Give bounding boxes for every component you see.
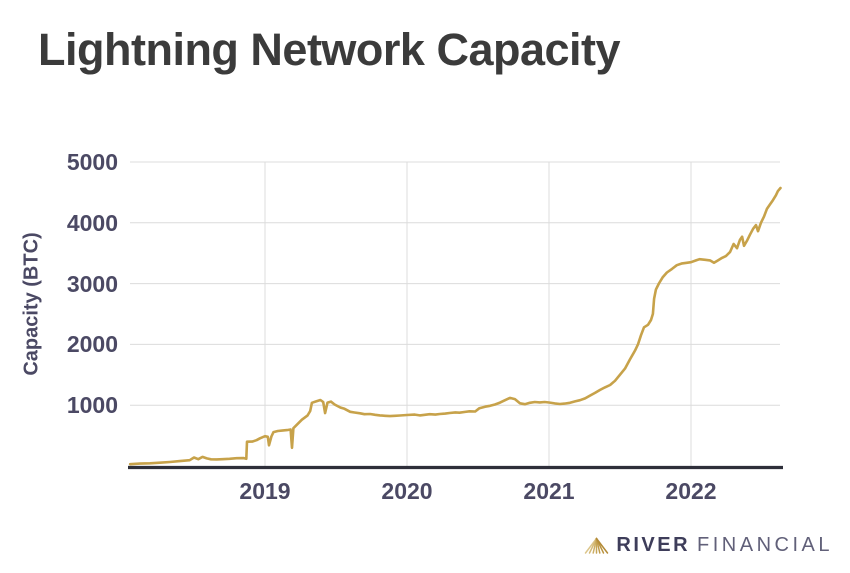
- y-axis-tick-label: 2000: [66, 331, 118, 358]
- x-axis-tick-label: 2022: [665, 478, 717, 504]
- mountain-rays-icon: [585, 537, 609, 554]
- y-axis-tick-label: 5000: [66, 149, 118, 175]
- x-axis-tick-label: 2020: [381, 478, 433, 504]
- logo-text-financial: FINANCIAL: [697, 534, 833, 556]
- y-axis-tick-label: 4000: [66, 209, 118, 236]
- gridlines: [130, 161, 780, 466]
- river-financial-logo: RIVER FINANCIAL: [584, 534, 833, 557]
- logo-text-river: RIVER: [616, 534, 691, 556]
- x-axis-tick-label: 2021: [523, 478, 575, 504]
- capacity-line-series: [128, 186, 782, 466]
- y-axis-tick-label: 1000: [66, 392, 118, 419]
- page-title: Lightning Network Capacity: [38, 24, 621, 75]
- y-axis-tick-label: 3000: [66, 270, 118, 297]
- x-axis-tick-label: 2019: [239, 478, 291, 504]
